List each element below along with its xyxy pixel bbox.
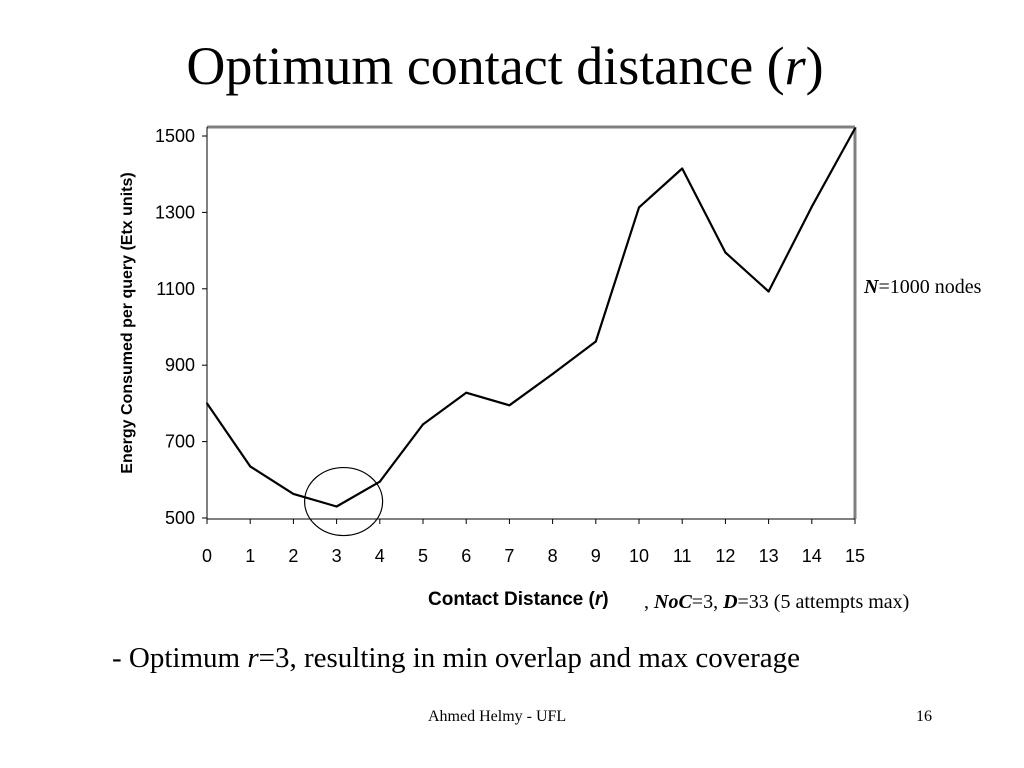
nodes-annotation: N=1000 nodes — [864, 276, 981, 299]
x-tick-label: 0 — [202, 546, 212, 566]
x-tick-label: 6 — [461, 546, 471, 566]
data-point — [335, 505, 338, 508]
x-tick-label: 15 — [845, 546, 865, 566]
y-tick-label: 700 — [165, 432, 195, 452]
x-tick-label: 13 — [759, 546, 779, 566]
x-tick-label: 2 — [288, 546, 298, 566]
x-tick-label: 4 — [375, 546, 385, 566]
x-tick-label: 10 — [629, 546, 649, 566]
x-tick-label: 1 — [245, 546, 255, 566]
optimum-highlight-circle — [304, 466, 384, 537]
bullet-text: =3, resulting in min overlap and max cov… — [258, 642, 801, 674]
page-number: 16 — [916, 708, 932, 725]
data-point — [724, 251, 727, 254]
slide-title: Optimum contact distance (r) — [0, 34, 1010, 98]
data-point — [854, 127, 856, 130]
data-point — [292, 492, 295, 495]
title-text: Optimum contact distance ( — [186, 36, 785, 96]
data-point — [465, 391, 468, 394]
y-tick-label: 1500 — [155, 126, 195, 146]
x-tick-label: 12 — [715, 546, 735, 566]
title-suffix: ) — [805, 36, 824, 96]
y-axis-label: Energy Consumed per query (Etx units) — [119, 172, 136, 473]
data-point — [767, 290, 770, 293]
d-value: =33 (5 attempts max) — [737, 591, 910, 613]
x-tick-label: 14 — [802, 546, 822, 566]
x-tick-label: 5 — [418, 546, 428, 566]
x-tick-label: 11 — [673, 546, 692, 566]
noc-value: =3, — [691, 591, 724, 613]
y-tick-label: 900 — [165, 355, 195, 375]
data-point — [422, 423, 424, 426]
d-label: D — [723, 591, 738, 613]
n-label: N — [864, 276, 879, 298]
y-tick-label: 1100 — [156, 279, 195, 299]
n-value: =1000 nodes — [878, 276, 982, 298]
data-point — [638, 206, 640, 209]
x-axis-label-text: Contact Distance ( — [428, 589, 595, 610]
series-lines — [206, 127, 856, 508]
highlight-group — [304, 466, 384, 537]
parameters-annotation: , NoC=3, D=33 (5 attempts max) — [644, 591, 909, 614]
data-point — [378, 480, 381, 483]
bullet-variable: r — [247, 642, 259, 674]
y-axis-label-group: Energy Consumed per query (Etx units) — [119, 172, 136, 473]
y-tick-label: 1300 — [155, 202, 195, 222]
data-point — [249, 465, 252, 468]
title-variable: r — [784, 36, 806, 96]
series-line-0 — [206, 127, 856, 508]
x-tick-label: 9 — [591, 546, 601, 566]
x-axis-label-variable: r — [594, 589, 603, 610]
noc-label: NoC — [654, 591, 692, 613]
data-point — [594, 340, 597, 343]
x-tick-label: 8 — [548, 546, 558, 566]
plot-frame — [206, 125, 857, 520]
data-point — [206, 402, 208, 405]
bullet-prefix: - Optimum — [112, 642, 248, 674]
x-axis-ticks: 0 1 2 3 4 5 6 7 8 9 10 11 12 13 14 15 — [202, 519, 865, 566]
x-axis-label: Contact Distance (r) — [428, 589, 609, 611]
data-point — [810, 205, 813, 208]
x-axis-label-suffix: ) — [602, 589, 609, 610]
conclusion-bullet: - Optimum r=3, resulting in min overlap … — [112, 642, 800, 675]
y-tick-label: 500 — [165, 508, 195, 528]
data-point — [508, 404, 511, 407]
x-tick-label: 3 — [332, 546, 342, 566]
data-point — [681, 167, 684, 170]
y-axis-ticks: 500 700 900 1100 1300 1500 — [155, 126, 207, 528]
data-point — [551, 372, 554, 375]
footer-author: Ahmed Helmy - UFL — [428, 708, 567, 725]
params-lead: , — [644, 591, 654, 613]
x-tick-label: 7 — [504, 546, 514, 566]
